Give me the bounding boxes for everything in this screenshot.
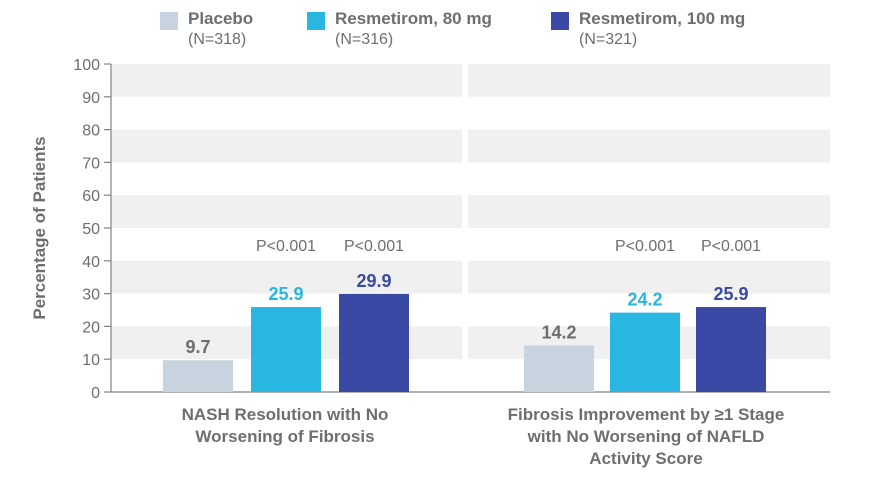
legend-n-placebo: (N=318) (188, 31, 247, 48)
legend-item-resmetirom-80: Resmetirom, 80 mg (N=316) (307, 8, 492, 50)
p-value-resmetirom-80-group-1: P<0.001 (256, 238, 316, 255)
y-tick-label-90: 90 (82, 90, 100, 107)
bar-resmetirom-100-group-1 (339, 293, 409, 392)
legend-swatch-resmetirom-80 (307, 12, 325, 30)
legend-item-resmetirom-100: Resmetirom, 100 mg (N=321) (551, 8, 745, 50)
y-tick-label-60: 60 (82, 188, 100, 205)
bar-placebo-group-2 (524, 345, 594, 392)
grid-band-2-50 (468, 195, 830, 228)
grid-band-2-70 (468, 129, 830, 163)
grid-band-1-90 (111, 64, 462, 97)
bar-resmetirom-100-group-2 (696, 307, 766, 392)
value-label-resmetirom-100-group-1: 29.9 (356, 271, 391, 291)
value-label-resmetirom-100-group-2: 25.9 (713, 284, 748, 304)
y-tick-label-80: 80 (82, 123, 100, 140)
grid-band-2-30 (468, 260, 830, 294)
y-tick-label-20: 20 (82, 319, 100, 336)
value-label-resmetirom-80-group-2: 24.2 (627, 290, 662, 310)
legend-n-resmetirom-100: (N=321) (579, 31, 638, 48)
y-tick-label-0: 0 (91, 385, 100, 402)
legend-n-resmetirom-80: (N=316) (335, 31, 394, 48)
grid-band-1-30 (111, 260, 462, 294)
legend-name-placebo: Placebo (188, 9, 254, 28)
grid-band-2-90 (468, 64, 830, 97)
group-label-nash-resolution: NASH Resolution with No Worsening of Fib… (181, 405, 389, 446)
legend-item-placebo: Placebo (N=318) (160, 8, 253, 50)
y-tick-label-10: 10 (82, 352, 100, 369)
y-tick-label-40: 40 (82, 254, 100, 271)
legend-name-resmetirom-100: Resmetirom, 100 mg (579, 9, 746, 28)
p-value-resmetirom-100-group-2: P<0.001 (701, 238, 761, 255)
bar-placebo-group-1 (163, 360, 233, 392)
value-label-placebo-group-2: 14.2 (541, 322, 576, 342)
y-axis-title: Percentage of Patients (30, 136, 49, 320)
value-label-placebo-group-1: 9.7 (185, 337, 210, 357)
p-value-resmetirom-100-group-1: P<0.001 (344, 238, 404, 255)
chart-legend: Placebo (N=318) Resmetirom, 80 mg (N=316… (0, 8, 887, 58)
value-label-resmetirom-80-group-1: 25.9 (268, 284, 303, 304)
y-tick-label-70: 70 (82, 155, 100, 172)
group-label-fibrosis-improvement: Fibrosis Improvement by ≥1 Stage with No… (507, 405, 785, 468)
legend-swatch-placebo (160, 12, 178, 30)
y-tick-label-30: 30 (82, 287, 100, 304)
grid-band-1-70 (111, 129, 462, 163)
y-tick-label-50: 50 (82, 221, 100, 238)
y-tick-label-100: 100 (73, 57, 100, 74)
legend-swatch-resmetirom-100 (551, 12, 569, 30)
bar-resmetirom-80-group-1 (251, 307, 321, 392)
p-value-resmetirom-80-group-2: P<0.001 (615, 238, 675, 255)
grid-band-1-50 (111, 195, 462, 228)
legend-name-resmetirom-80: Resmetirom, 80 mg (335, 9, 492, 28)
bar-resmetirom-80-group-2 (610, 312, 680, 392)
